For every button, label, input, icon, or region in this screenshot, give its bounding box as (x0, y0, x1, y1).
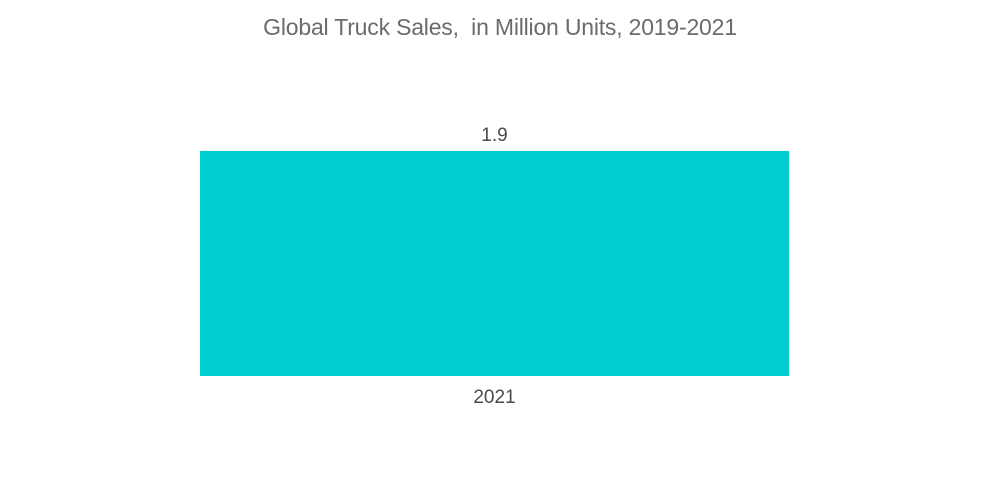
x-tick-label-2021: 2021 (473, 387, 515, 408)
bar-2021 (200, 151, 789, 376)
data-label-2021: 1.9 (481, 125, 507, 146)
labels-layer: 1.9 2021 (473, 125, 515, 408)
bars-layer (200, 151, 789, 376)
chart-title: Global Truck Sales, in Million Units, 20… (263, 14, 737, 40)
